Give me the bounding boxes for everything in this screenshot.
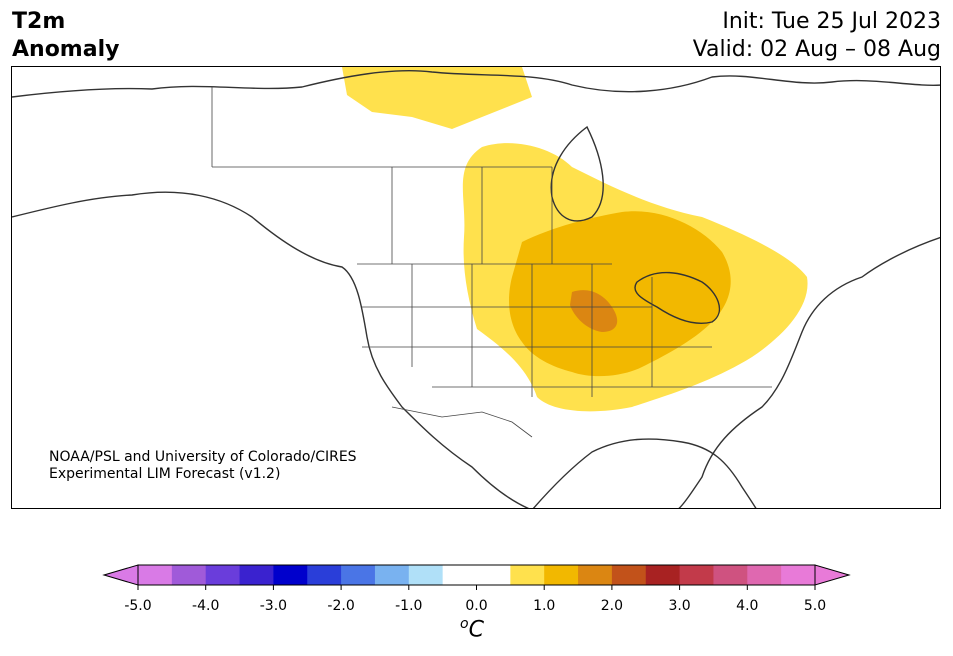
colorbar: -5.0 -4.0 -3.0 -2.0 -1.0 0.0 1.0 2.0 3.0 4.0 5.0 [102, 564, 851, 614]
init-date: Init: Tue 25 Jul 2023 [722, 9, 941, 34]
west-coast [12, 191, 530, 508]
colorbar-high-extend [814, 564, 851, 586]
hudson-bay [550, 125, 604, 222]
colorbar-tick-label: 2.0 [601, 598, 623, 614]
moderate-warm-region [509, 211, 731, 377]
colorbar-cell [341, 565, 376, 585]
colorbar-cell [205, 565, 241, 585]
colorbar-cell [138, 565, 173, 585]
anomaly-shading [342, 67, 808, 412]
colorbar-tick-label: 5.0 [804, 598, 826, 614]
title-line-2: Anomaly [12, 37, 120, 62]
us-mexico-border [391, 406, 533, 438]
colorbar-cell [645, 565, 681, 585]
forecast-credit: NOAA/PSL and University of Colorado/CIRE… [49, 449, 357, 483]
political-borders [211, 87, 772, 438]
strong-warm-region [570, 290, 618, 332]
colorbar-cell [171, 565, 207, 585]
forecast-dates: Init: Tue 25 Jul 2023 Valid: 02 Aug – 08… [693, 8, 941, 64]
colorbar-tick-label: 3.0 [668, 598, 690, 614]
colorbar-cell [781, 565, 816, 585]
valid-date: Valid: 02 Aug – 08 Aug [692, 37, 941, 62]
east-coast [678, 236, 940, 508]
colorbar-cell [273, 565, 308, 585]
colorbar-cell [510, 565, 545, 585]
colorbar-tick-label: -1.0 [395, 598, 422, 614]
coastlines [12, 69, 940, 508]
colorbar-cell [442, 565, 477, 585]
colorbar-tick-label: -3.0 [260, 598, 287, 614]
colorbar-cell [408, 565, 444, 585]
colorbar-tick-label: 4.0 [736, 598, 758, 614]
anomaly-map [12, 67, 940, 508]
credit-line-1: NOAA/PSL and University of Colorado/CIRE… [49, 449, 357, 465]
arctic-warm-region [342, 67, 532, 129]
gulf-coast [532, 438, 757, 508]
colorbar-cell [611, 565, 647, 585]
colorbar-tick-label: -2.0 [327, 598, 354, 614]
colorbar-tick-label: 0.0 [465, 598, 487, 614]
map-title: T2m Anomaly [12, 8, 119, 64]
colorbar-cell [578, 565, 613, 585]
colorbar-tick-label: 1.0 [533, 598, 555, 614]
colorbar-cell [476, 565, 511, 585]
title-line-1: T2m [12, 9, 66, 34]
colorbar-tick-label: -5.0 [124, 598, 151, 614]
map-panel [11, 66, 941, 509]
colorbar-low-extend [102, 564, 139, 586]
colorbar-cell [544, 565, 579, 585]
colorbar-cell [713, 565, 748, 585]
arctic-coast [12, 69, 940, 98]
great-lakes [634, 271, 721, 324]
colorbar-cell [307, 565, 342, 585]
colorbar-cell [747, 565, 782, 585]
colorbar-cell [374, 565, 410, 585]
colorbar-cell [679, 565, 714, 585]
state-lines [362, 264, 772, 397]
colorbar-units: oC [460, 616, 484, 643]
credit-line-2: Experimental LIM Forecast (v1.2) [49, 466, 281, 482]
colorbar-tick-label: -4.0 [192, 598, 219, 614]
province-lines [211, 87, 553, 264]
colorbar-cell [239, 565, 274, 585]
